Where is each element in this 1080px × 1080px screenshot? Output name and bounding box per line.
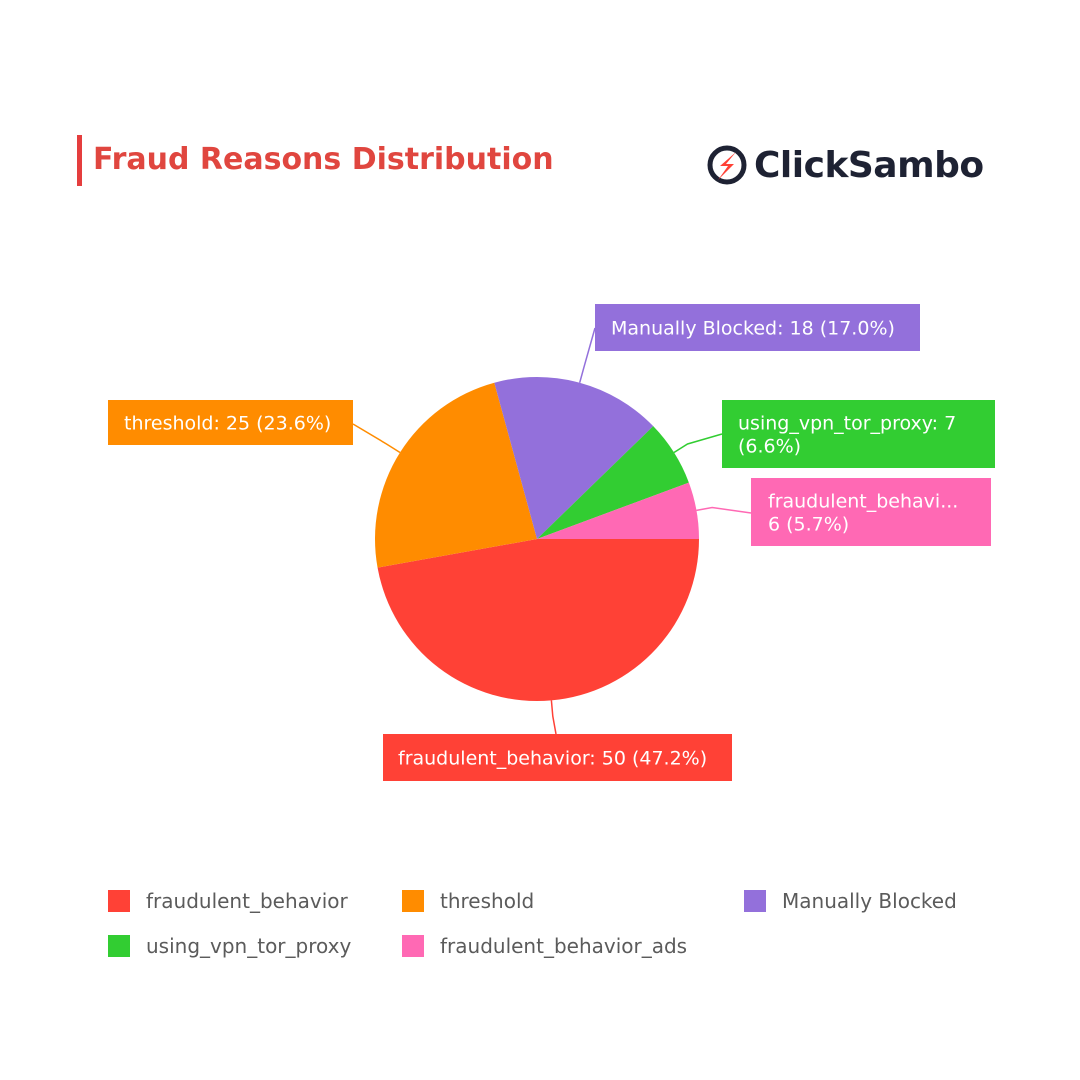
clicksambo-logo-icon <box>707 145 747 185</box>
legend-swatch <box>402 890 424 912</box>
legend-label: using_vpn_tor_proxy <box>146 934 352 958</box>
label-connector-line <box>578 327 596 383</box>
brand-name: ClickSambo <box>754 144 984 186</box>
slice-label: fraudulent_behavior: 50 (47.2%) <box>383 734 732 781</box>
label-connector-line <box>550 700 557 735</box>
pie-slice[interactable] <box>377 539 699 702</box>
slice-label-text: Manually Blocked: 18 (17.0%) <box>611 318 895 340</box>
slice-label-box <box>751 478 991 546</box>
legend-swatch <box>402 935 424 957</box>
slice-label-text: using_vpn_tor_proxy: 7 <box>738 413 956 435</box>
pie-chart: fraudulent_behavior: 50 (47.2%) threshold… <box>0 220 1080 860</box>
chart-header: Fraud Reasons Distribution ClickSambo <box>0 0 1080 220</box>
legend-swatch <box>108 935 130 957</box>
slice-label-text: fraudulent_behavior: 50 (47.2%) <box>398 748 707 770</box>
slice-label-box <box>595 304 920 351</box>
legend-label: fraudulent_behavior_ads <box>440 934 688 958</box>
slice-label-text: fraudulent_behavi... <box>768 491 958 513</box>
slice-label-text: (6.6%) <box>738 436 801 458</box>
slice-label-text: 6 (5.7%) <box>768 514 849 536</box>
pie-slice[interactable] <box>375 382 537 568</box>
legend-item[interactable]: fraudulent_behavior <box>108 888 348 914</box>
legend-label: fraudulent_behavior <box>146 889 348 913</box>
legend-item[interactable]: Manually Blocked <box>744 888 957 914</box>
pie-slice[interactable] <box>537 426 689 539</box>
legend-label: threshold <box>440 889 535 913</box>
brand-logo: ClickSambo <box>706 140 984 190</box>
label-connector-line <box>673 433 723 454</box>
slice-label: Manually Blocked: 18 (17.0%) <box>595 304 920 351</box>
label-connector-line <box>696 506 752 514</box>
slice-label: fraudulent_behavi...6 (5.7%) <box>751 478 991 546</box>
slice-label: using_vpn_tor_proxy: 7(6.6%) <box>722 400 995 468</box>
legend-swatch <box>108 890 130 912</box>
slice-label-box <box>108 400 353 445</box>
slice-label-text: threshold: 25 (23.6%) <box>124 413 331 435</box>
pie-slice[interactable] <box>537 482 699 539</box>
chart-legend: fraudulent_behavior threshold Manually B… <box>108 880 1008 970</box>
page-title: Fraud Reasons Distribution <box>93 142 554 177</box>
slice-label-box <box>722 400 995 468</box>
slice-label-box <box>383 734 732 781</box>
legend-item[interactable]: threshold <box>402 888 534 914</box>
legend-item[interactable]: fraudulent_behavior_ads <box>402 933 687 959</box>
legend-label: Manually Blocked <box>782 889 957 913</box>
pie-slice[interactable] <box>494 377 654 539</box>
legend-item[interactable]: using_vpn_tor_proxy <box>108 933 351 959</box>
title-accent-bar <box>77 135 82 186</box>
label-connector-line <box>352 423 401 454</box>
slice-label: threshold: 25 (23.6%) <box>108 400 353 445</box>
legend-swatch <box>744 890 766 912</box>
pie-chart-svg: fraudulent_behavior: 50 (47.2%) threshold… <box>108 304 995 781</box>
